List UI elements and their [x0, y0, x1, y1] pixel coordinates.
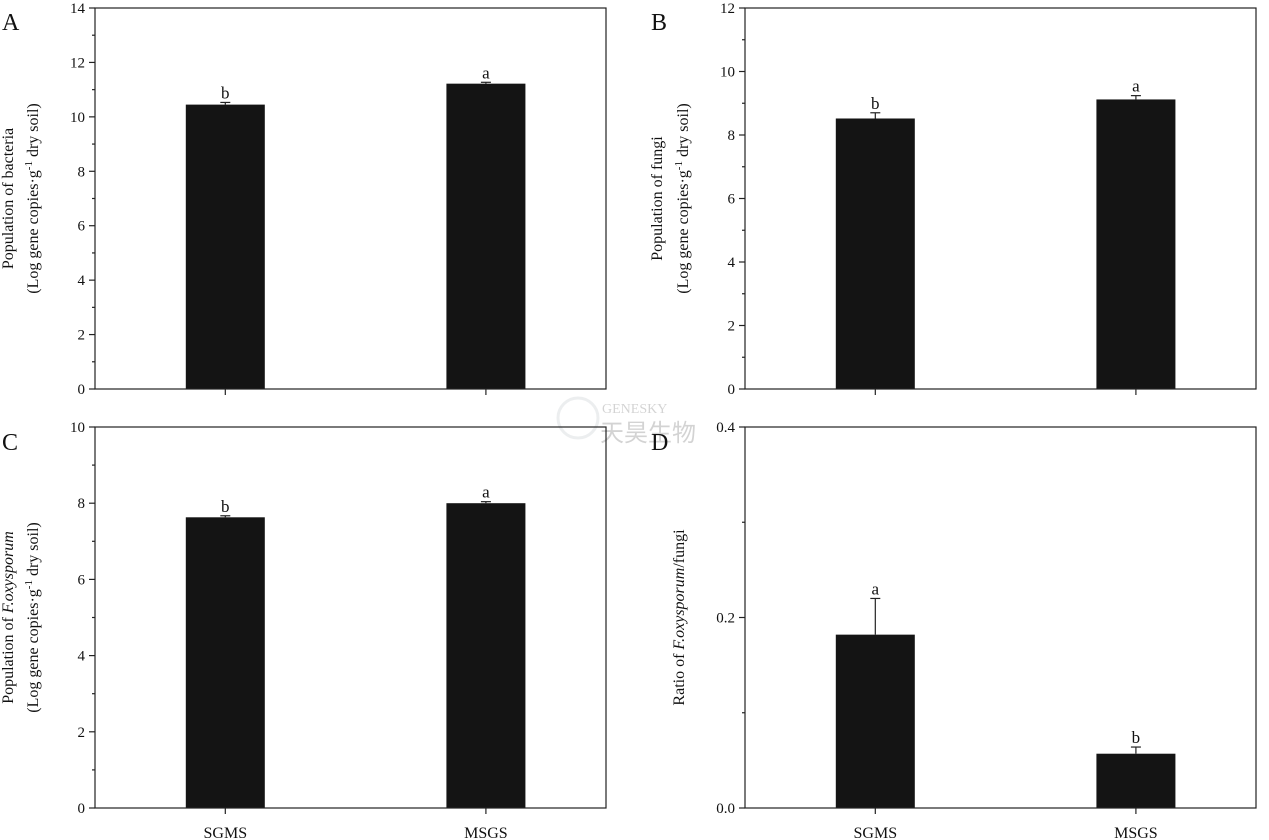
panel-letter: A [2, 10, 20, 36]
panel-letter: C [2, 430, 18, 456]
y-tick-label: 0.0 [716, 801, 735, 817]
x-category-label: SGMS [854, 825, 898, 840]
chart-panel-c: b a 0 2 4 6 8 10 SGMS MSGS C Population of F.oxyspo… [0, 420, 607, 840]
y-tick-label: 2 [78, 725, 86, 741]
watermark: GENESKY 天昊生物 [556, 396, 696, 447]
x-category-label: MSGS [1114, 825, 1158, 840]
y-tick-label: 10 [70, 110, 85, 126]
y-axis-label: Ratio of F.oxysporum/fungi [671, 529, 688, 706]
y-axis-label-units: (Log gene copies·g-1 dry soil) [673, 103, 692, 293]
significance-label: a [482, 483, 490, 502]
error-bar-msgs [480, 501, 491, 504]
bar-sgms [185, 104, 265, 389]
bar-sgms [185, 517, 265, 808]
bar-msgs [1096, 99, 1176, 389]
watermark-line2: 天昊生物 [600, 420, 696, 447]
y-tick-label: 8 [728, 128, 736, 144]
y-tick-label: 4 [728, 255, 736, 271]
plot-frame [94, 7, 607, 390]
y-tick-label: 0.4 [716, 420, 735, 436]
error-bar-sgms [870, 112, 881, 119]
significance-label: a [482, 63, 490, 82]
y-axis-label: Population of fungi [649, 136, 666, 261]
y-tick-label: 8 [78, 164, 86, 180]
y-tick-label: 2 [728, 319, 736, 335]
y-tick-label: 10 [720, 65, 735, 81]
error-bar-msgs [480, 81, 491, 84]
error-bar-sgms [220, 515, 231, 518]
chart-panel-b: b a 0 2 4 6 8 10 12 B Population of fungi (Log gene… [649, 1, 1257, 398]
x-category-label: SGMS [204, 825, 248, 840]
y-tick-label: 0 [728, 382, 736, 398]
error-bar-msgs [1130, 746, 1141, 754]
watermark-line1: GENESKY [602, 402, 667, 417]
error-bar-msgs [1130, 95, 1141, 100]
y-tick-label: 0 [78, 382, 86, 398]
bar-msgs [1096, 753, 1176, 808]
panel-letter: D [651, 430, 668, 456]
y-tick-label: 4 [78, 273, 86, 289]
y-axis-label: Population of bacteria [0, 128, 17, 269]
y-tick-label: 12 [720, 1, 735, 17]
y-tick-label: 14 [70, 1, 86, 17]
y-tick-label: 8 [78, 496, 86, 512]
y-tick-label: 0.2 [716, 611, 735, 627]
significance-label: b [871, 94, 880, 113]
y-tick-label: 4 [78, 649, 86, 665]
bar-sgms [835, 118, 915, 390]
x-category-label: MSGS [464, 825, 508, 840]
significance-label: a [872, 579, 880, 598]
significance-label: b [1132, 728, 1141, 747]
y-tick-label: 2 [78, 328, 86, 344]
y-axis-label-units: (Log gene copies·g-1 dry soil) [23, 522, 42, 712]
significance-label: b [221, 497, 230, 516]
y-tick-label: 10 [70, 420, 85, 436]
significance-label: a [1132, 77, 1140, 96]
error-bar-sgms [220, 101, 231, 105]
plot-frame [744, 426, 1257, 809]
plot-frame [94, 426, 607, 809]
y-tick-label: 12 [70, 55, 85, 71]
y-axis-label: Population of F.oxysporum [0, 531, 17, 704]
bar-sgms [835, 634, 915, 808]
y-tick-label: 6 [78, 219, 86, 235]
chart-panel-a: b a 0 2 4 6 8 10 12 14 A Population of bacteria (Log… [0, 1, 607, 398]
chart-panel-d: a b 0.0 0.2 0.4 SGMS MSGS D Ratio of F.oxysporum… [651, 420, 1257, 840]
plot-frame [744, 7, 1257, 390]
error-bar-sgms [870, 597, 881, 635]
bar-msgs [446, 503, 526, 808]
bar-msgs [446, 83, 526, 390]
y-tick-label: 0 [78, 801, 86, 817]
panel-letter: B [651, 10, 667, 36]
significance-label: b [221, 83, 230, 102]
y-tick-label: 6 [728, 192, 736, 208]
y-axis-label-units: (Log gene copies·g-1 dry soil) [23, 103, 42, 293]
y-tick-label: 6 [78, 572, 86, 588]
